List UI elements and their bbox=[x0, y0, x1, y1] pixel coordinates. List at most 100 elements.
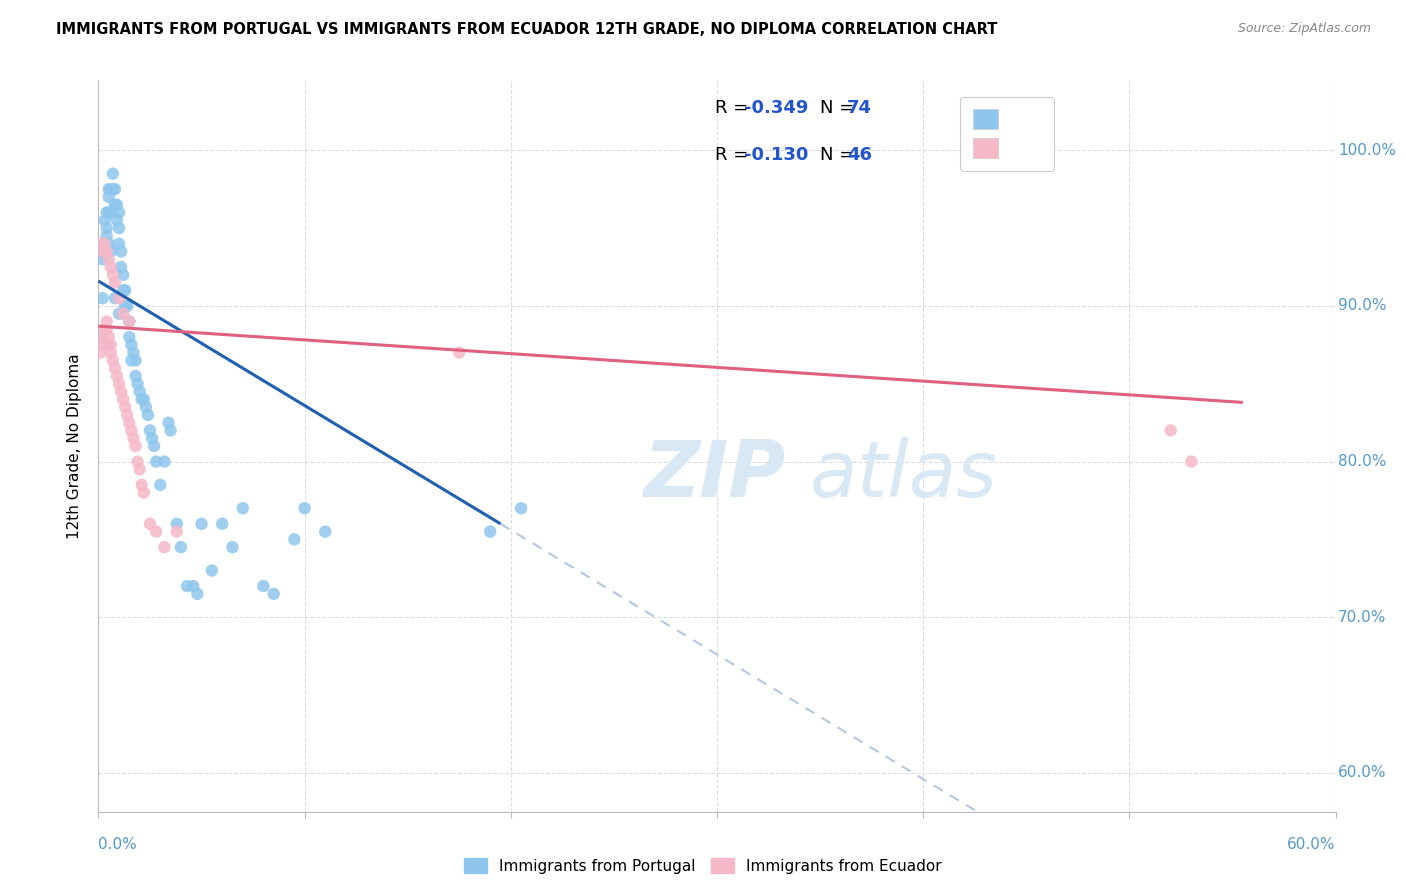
Point bbox=[201, 564, 224, 578]
Point bbox=[91, 330, 114, 344]
Point bbox=[153, 454, 176, 468]
Text: 100.0%: 100.0% bbox=[1339, 143, 1396, 158]
Point bbox=[221, 540, 243, 554]
Point bbox=[122, 431, 145, 445]
Point bbox=[105, 368, 128, 383]
Point bbox=[283, 533, 305, 547]
Text: 60.0%: 60.0% bbox=[1288, 838, 1336, 853]
Legend: Immigrants from Portugal, Immigrants from Ecuador: Immigrants from Portugal, Immigrants fro… bbox=[458, 852, 948, 880]
Text: 80.0%: 80.0% bbox=[1339, 454, 1386, 469]
Point bbox=[97, 252, 120, 267]
Point bbox=[112, 392, 135, 407]
Point bbox=[157, 416, 180, 430]
Point bbox=[93, 213, 115, 227]
Point bbox=[139, 424, 162, 438]
Point bbox=[93, 236, 115, 251]
Point bbox=[110, 244, 132, 259]
Point bbox=[105, 213, 128, 227]
Text: 60.0%: 60.0% bbox=[1339, 765, 1386, 780]
Point bbox=[1180, 454, 1202, 468]
Point bbox=[186, 587, 208, 601]
Point bbox=[112, 268, 135, 282]
Text: 0.0%: 0.0% bbox=[98, 838, 138, 853]
Point bbox=[100, 205, 122, 219]
Point bbox=[105, 198, 128, 212]
Point bbox=[101, 353, 124, 368]
Text: 46: 46 bbox=[846, 146, 872, 164]
Point bbox=[124, 439, 146, 453]
Point bbox=[141, 431, 163, 445]
Point bbox=[232, 501, 254, 516]
Point bbox=[181, 579, 204, 593]
Point bbox=[143, 439, 166, 453]
Point bbox=[263, 587, 285, 601]
Point bbox=[91, 244, 114, 259]
Legend:       ,       : , bbox=[960, 96, 1054, 170]
Point bbox=[124, 353, 146, 368]
Point bbox=[108, 236, 131, 251]
Point bbox=[89, 330, 111, 344]
Point bbox=[122, 345, 145, 359]
Point bbox=[136, 408, 159, 422]
Point bbox=[89, 244, 111, 259]
Point bbox=[135, 400, 157, 414]
Point bbox=[97, 182, 120, 196]
Point bbox=[132, 485, 155, 500]
Point bbox=[97, 330, 120, 344]
Point bbox=[176, 579, 198, 593]
Point bbox=[479, 524, 502, 539]
Point bbox=[145, 454, 167, 468]
Point bbox=[127, 376, 149, 391]
Point bbox=[108, 205, 131, 219]
Point bbox=[104, 276, 127, 290]
Point bbox=[100, 338, 122, 352]
Point bbox=[314, 524, 336, 539]
Point bbox=[101, 268, 124, 282]
Point bbox=[108, 307, 131, 321]
Point bbox=[96, 221, 118, 235]
Point bbox=[104, 198, 127, 212]
Point bbox=[117, 408, 139, 422]
Point bbox=[93, 236, 115, 251]
Point bbox=[110, 260, 132, 274]
Point bbox=[101, 167, 124, 181]
Text: R =: R = bbox=[714, 99, 754, 117]
Point bbox=[166, 516, 188, 531]
Point bbox=[211, 516, 233, 531]
Point bbox=[89, 345, 111, 359]
Point bbox=[117, 299, 139, 313]
Point bbox=[145, 524, 167, 539]
Point bbox=[97, 338, 120, 352]
Point bbox=[110, 384, 132, 399]
Point bbox=[114, 299, 136, 313]
Point bbox=[449, 345, 471, 359]
Point bbox=[139, 516, 162, 531]
Point bbox=[114, 284, 136, 298]
Point bbox=[91, 338, 114, 352]
Point bbox=[96, 244, 118, 259]
Point bbox=[128, 462, 150, 476]
Point bbox=[100, 182, 122, 196]
Point bbox=[510, 501, 533, 516]
Text: IMMIGRANTS FROM PORTUGAL VS IMMIGRANTS FROM ECUADOR 12TH GRADE, NO DIPLOMA CORRE: IMMIGRANTS FROM PORTUGAL VS IMMIGRANTS F… bbox=[56, 22, 998, 37]
Point bbox=[120, 424, 142, 438]
Text: ZIP: ZIP bbox=[643, 437, 785, 513]
Point bbox=[89, 236, 111, 251]
Text: Source: ZipAtlas.com: Source: ZipAtlas.com bbox=[1237, 22, 1371, 36]
Text: -0.130: -0.130 bbox=[744, 146, 808, 164]
Point bbox=[114, 400, 136, 414]
Point bbox=[112, 307, 135, 321]
Point bbox=[97, 236, 120, 251]
Point bbox=[96, 314, 118, 328]
Text: -0.349: -0.349 bbox=[744, 99, 808, 117]
Point bbox=[166, 524, 188, 539]
Point bbox=[100, 260, 122, 274]
Point bbox=[97, 190, 120, 204]
Point bbox=[118, 330, 141, 344]
Point bbox=[96, 205, 118, 219]
Point bbox=[101, 182, 124, 196]
Point bbox=[128, 384, 150, 399]
Point bbox=[124, 368, 146, 383]
Point bbox=[93, 236, 115, 251]
Y-axis label: 12th Grade, No Diploma: 12th Grade, No Diploma bbox=[67, 353, 83, 539]
